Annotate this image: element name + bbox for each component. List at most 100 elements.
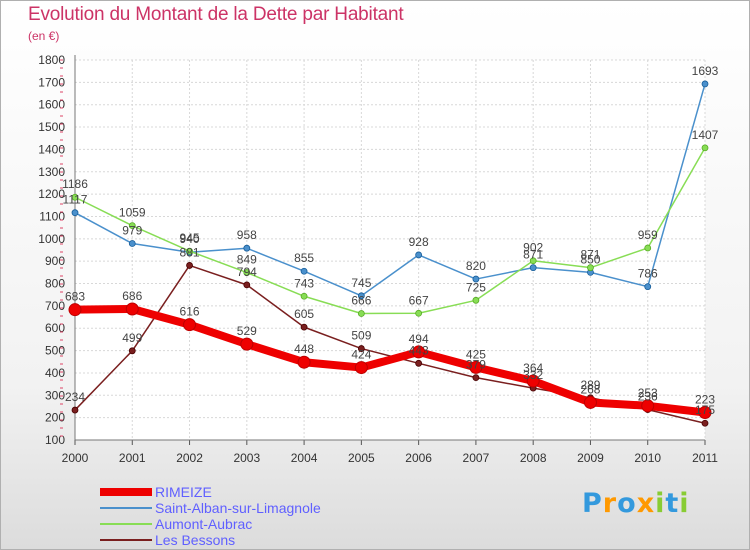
data-label: 743 [294, 276, 314, 290]
legend-label: RIMEIZE [155, 484, 212, 500]
x-tick-label: 2009 [577, 451, 604, 465]
y-tick-label: 800 [45, 277, 65, 291]
logo-letter: x [636, 488, 656, 519]
data-point [469, 360, 483, 374]
logo-letter: i [679, 488, 690, 519]
data-label: 424 [351, 348, 371, 362]
data-label: 1693 [692, 64, 719, 78]
y-tick-label: 1000 [38, 232, 65, 246]
data-label: 509 [351, 329, 371, 343]
data-label: 958 [237, 228, 257, 242]
data-point [472, 374, 480, 382]
data-label: 175 [695, 403, 715, 417]
data-point [587, 264, 594, 272]
data-label: 871 [523, 248, 543, 262]
data-label: 855 [294, 251, 314, 265]
x-tick-label: 2004 [291, 451, 318, 465]
chart-subtitle: (en €) [28, 29, 60, 43]
data-label: 223 [695, 393, 715, 407]
data-point [415, 359, 423, 367]
data-point [300, 323, 308, 331]
data-point [354, 361, 368, 375]
logo-letter: o [617, 488, 637, 519]
data-label: 686 [122, 289, 142, 303]
plot-area [75, 60, 705, 440]
x-tick-label: 2001 [119, 451, 146, 465]
data-label: 364 [523, 361, 543, 375]
data-point [357, 310, 365, 317]
data-point [412, 345, 426, 359]
y-tick-label: 1400 [38, 142, 65, 156]
data-label: 666 [351, 293, 371, 307]
data-point [415, 251, 423, 259]
data-point [243, 269, 251, 276]
y-tick-label: 400 [45, 366, 65, 380]
data-point [243, 244, 251, 252]
data-label: 871 [580, 248, 600, 262]
data-point [297, 355, 311, 369]
x-tick-label: 2000 [62, 451, 89, 465]
x-tick-label: 2011 [692, 451, 718, 465]
data-label: 881 [180, 245, 200, 259]
data-point [71, 406, 79, 414]
data-label: 529 [237, 324, 257, 338]
x-tick-label: 2010 [634, 451, 661, 465]
data-point [300, 292, 308, 300]
data-point [357, 292, 365, 300]
y-tick-label: 900 [45, 254, 65, 268]
data-label: 745 [351, 276, 371, 290]
data-label: 902 [523, 241, 543, 255]
data-point [526, 374, 540, 388]
proxiti-logo: Proxiti [582, 488, 690, 519]
logo-letter: i [655, 488, 666, 519]
data-label: 494 [409, 332, 429, 346]
data-point [128, 222, 136, 230]
logo-letter: r [602, 488, 618, 519]
data-label: 928 [409, 235, 429, 249]
legend-label: Saint-Alban-sur-Limagnole [155, 500, 321, 516]
y-tick-label: 1500 [38, 120, 65, 134]
data-point [472, 275, 480, 283]
data-point [701, 419, 709, 427]
data-point [71, 209, 79, 217]
data-label: 448 [294, 342, 314, 356]
data-label: 268 [580, 382, 600, 396]
y-tick-label: 500 [45, 344, 65, 358]
y-tick-label: 200 [45, 411, 65, 425]
data-label: 1059 [119, 206, 146, 220]
data-point [529, 264, 537, 272]
y-tick-label: 1300 [38, 165, 65, 179]
data-label: 253 [638, 386, 658, 400]
y-tick-label: 700 [45, 299, 65, 313]
data-label: 332 [523, 368, 543, 382]
data-label: 850 [580, 252, 600, 266]
series-line-0 [74, 83, 706, 297]
data-label: 959 [638, 228, 658, 242]
y-tick-label: 1800 [38, 53, 65, 67]
data-point [415, 309, 423, 317]
legend-swatch-les-bessons [100, 539, 152, 541]
data-label: 289 [580, 378, 600, 392]
data-point [357, 345, 365, 352]
y-tick-label: 100 [45, 433, 65, 447]
data-label: 443 [409, 343, 429, 357]
data-label: 605 [294, 307, 314, 321]
data-point [300, 267, 308, 275]
data-point [125, 302, 139, 316]
legend-label: Aumont-Aubrac [155, 516, 253, 532]
x-tick-label: 2003 [233, 451, 260, 465]
data-point [128, 240, 136, 247]
data-label: 979 [122, 224, 142, 238]
data-label: 1117 [63, 193, 88, 207]
data-point [583, 395, 597, 409]
data-label: 1186 [62, 177, 88, 191]
series-line-1 [74, 147, 706, 315]
series-line-3 [71, 305, 709, 417]
data-point [698, 406, 712, 420]
data-point [644, 244, 652, 252]
legend-swatch-saint-alban [100, 507, 152, 509]
data-point [183, 318, 197, 332]
chart-title: Evolution du Montant de la Dette par Hab… [28, 4, 404, 25]
legend-swatch-rimeize [100, 488, 152, 496]
